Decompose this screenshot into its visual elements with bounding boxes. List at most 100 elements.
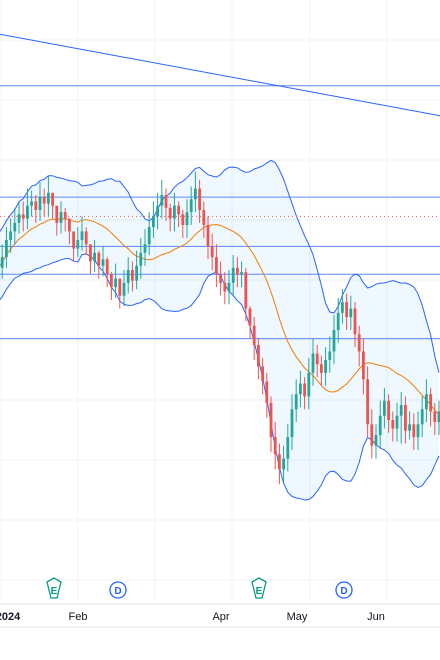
candle-body — [0, 257, 4, 268]
x-axis: 2024 Feb Apr May Jun — [0, 603, 440, 628]
candle-100 — [416, 411, 420, 450]
candle-body — [399, 405, 403, 416]
candle-64 — [265, 372, 269, 418]
candle-26 — [105, 257, 109, 288]
candle-83 — [345, 293, 348, 330]
candle-body — [370, 424, 374, 446]
candle-88 — [366, 366, 369, 438]
candle-body — [383, 400, 386, 416]
candle-body — [219, 274, 222, 283]
candle-body — [282, 458, 285, 470]
candle-body — [273, 437, 277, 455]
candle-body — [299, 383, 302, 395]
candle-body — [261, 366, 264, 382]
candle-body — [189, 199, 193, 213]
candle-body — [30, 201, 33, 206]
candle-body — [122, 282, 126, 296]
candle-body — [236, 267, 239, 275]
candle-20 — [80, 216, 84, 251]
candle-43 — [177, 201, 180, 228]
candle-body — [68, 218, 71, 232]
candlesticks — [0, 171, 440, 485]
candle-body — [80, 231, 84, 240]
candle-body — [114, 278, 117, 288]
candle-79 — [328, 336, 332, 373]
candle-23 — [93, 240, 96, 273]
dividend-badge-3[interactable]: D — [335, 581, 353, 599]
candle-body — [131, 270, 134, 281]
candle-9 — [34, 195, 38, 223]
candle-89 — [370, 409, 374, 459]
candle-86 — [357, 325, 361, 367]
candle-77 — [320, 355, 323, 386]
candle-90 — [374, 424, 378, 459]
x-tick-label: Jun — [367, 611, 385, 623]
candle-body — [248, 308, 252, 326]
candle-5 — [17, 201, 21, 234]
candle-82 — [341, 289, 344, 324]
candle-30 — [122, 270, 126, 307]
candle-body — [387, 400, 390, 420]
earnings-badge-0[interactable]: E — [46, 577, 62, 599]
candle-104 — [433, 402, 437, 435]
candle-36 — [147, 212, 151, 255]
candle-body — [341, 302, 344, 313]
candle-body — [110, 274, 113, 288]
candle-103 — [429, 387, 432, 427]
earnings-badge-2[interactable]: E — [251, 577, 267, 599]
moving-average-line — [0, 218, 440, 415]
candle-48 — [198, 180, 201, 223]
candle-19 — [76, 227, 80, 258]
candle-8 — [30, 190, 33, 217]
candle-body — [168, 207, 172, 219]
candle-74 — [307, 357, 311, 410]
dividend-badge-1[interactable]: D — [109, 581, 127, 599]
candle-body — [156, 205, 159, 217]
candle-33 — [135, 250, 138, 290]
candle-body — [227, 282, 231, 292]
candle-body — [21, 214, 25, 219]
candle-68 — [282, 445, 285, 483]
candle-7 — [26, 188, 29, 230]
candle-12 — [47, 175, 50, 217]
candle-45 — [185, 199, 189, 238]
candle-41 — [168, 203, 172, 232]
candle-body — [42, 197, 46, 204]
candle-62 — [257, 338, 260, 380]
candle-body — [307, 372, 311, 397]
candle-body — [223, 282, 227, 292]
candle-84 — [349, 295, 353, 330]
candle-body — [320, 364, 323, 373]
candle-body — [89, 244, 92, 262]
candle-65 — [269, 396, 273, 453]
candle-body — [126, 270, 130, 283]
candle-body — [38, 197, 42, 210]
candle-66 — [273, 422, 277, 470]
candle-46 — [189, 186, 193, 225]
candle-10 — [38, 182, 42, 221]
candle-body — [97, 252, 101, 266]
candle-35 — [143, 229, 147, 266]
candle-body — [185, 212, 189, 225]
candle-body — [135, 265, 138, 281]
candle-body — [303, 383, 306, 397]
x-tick-label: 2024 — [0, 611, 21, 623]
candle-57 — [236, 257, 239, 288]
x-tick-label: Feb — [69, 611, 88, 623]
candle-55 — [227, 270, 231, 305]
candle-body — [257, 345, 260, 367]
candle-58 — [240, 261, 243, 288]
candle-37 — [152, 201, 155, 238]
bollinger-upper — [0, 159, 440, 373]
candle-78 — [324, 347, 327, 386]
candle-body — [349, 308, 353, 318]
candle-22 — [89, 244, 92, 275]
event-label: D — [340, 586, 347, 597]
candle-body — [265, 381, 269, 403]
candle-16 — [63, 207, 67, 232]
candle-body — [278, 454, 281, 470]
candle-42 — [173, 192, 176, 232]
candle-87 — [362, 338, 365, 395]
